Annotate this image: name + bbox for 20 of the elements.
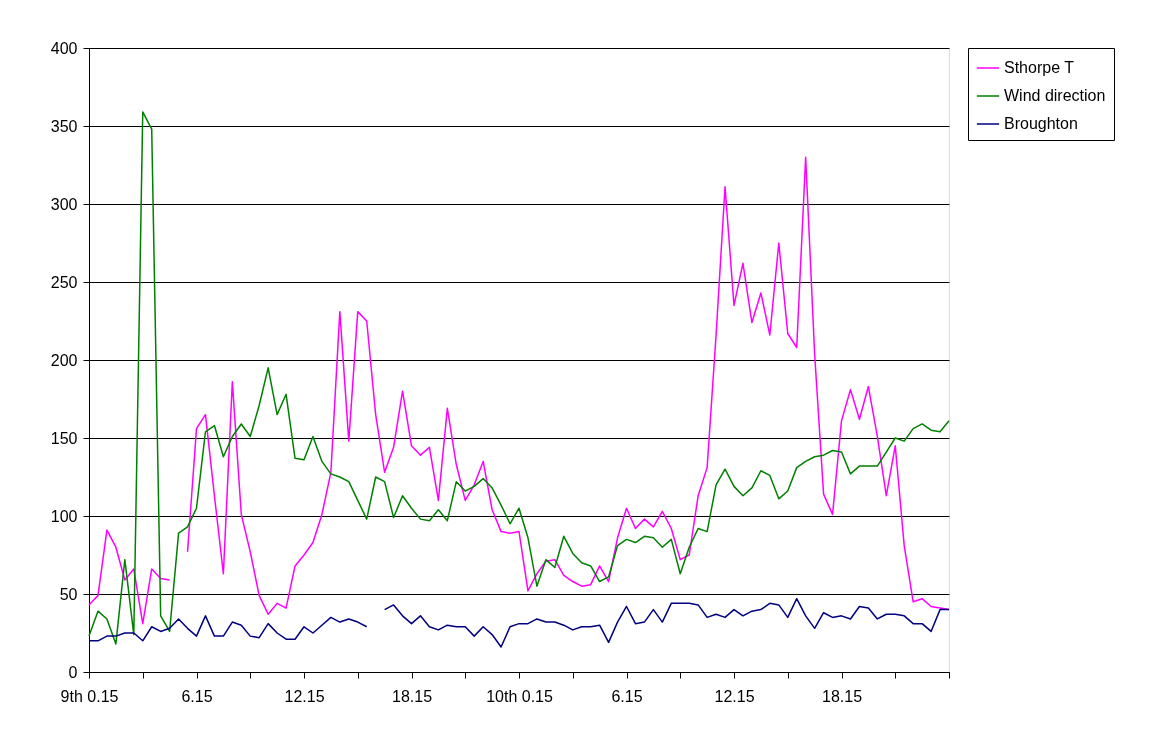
x-tick-label: 10th 0.15 xyxy=(486,687,553,705)
y-tick-label: 200 xyxy=(50,351,78,369)
y-tick-label: 350 xyxy=(50,117,78,135)
x-tick-label: 18.15 xyxy=(391,687,433,705)
legend-label: Sthorpe T xyxy=(1004,59,1075,76)
x-tick-label: 9th 0.15 xyxy=(60,687,119,705)
x-tick-label: 12.15 xyxy=(284,687,325,705)
x-tick-label: 18.15 xyxy=(821,687,863,705)
legend-label: Wind direction xyxy=(1004,87,1106,104)
x-tick-label: 12.15 xyxy=(714,687,755,705)
y-tick-label: 400 xyxy=(50,39,78,57)
y-tick-label: 100 xyxy=(50,507,78,525)
y-tick-label: 50 xyxy=(59,585,78,603)
x-tick-label: 6.15 xyxy=(181,687,213,705)
x-tick-label: 6.15 xyxy=(611,687,643,705)
legend-label: Broughton xyxy=(1004,115,1078,132)
y-tick-label: 250 xyxy=(50,273,78,291)
y-tick-label: 150 xyxy=(50,429,78,447)
y-tick-label: 300 xyxy=(50,195,78,213)
y-tick-label: 0 xyxy=(68,663,78,681)
